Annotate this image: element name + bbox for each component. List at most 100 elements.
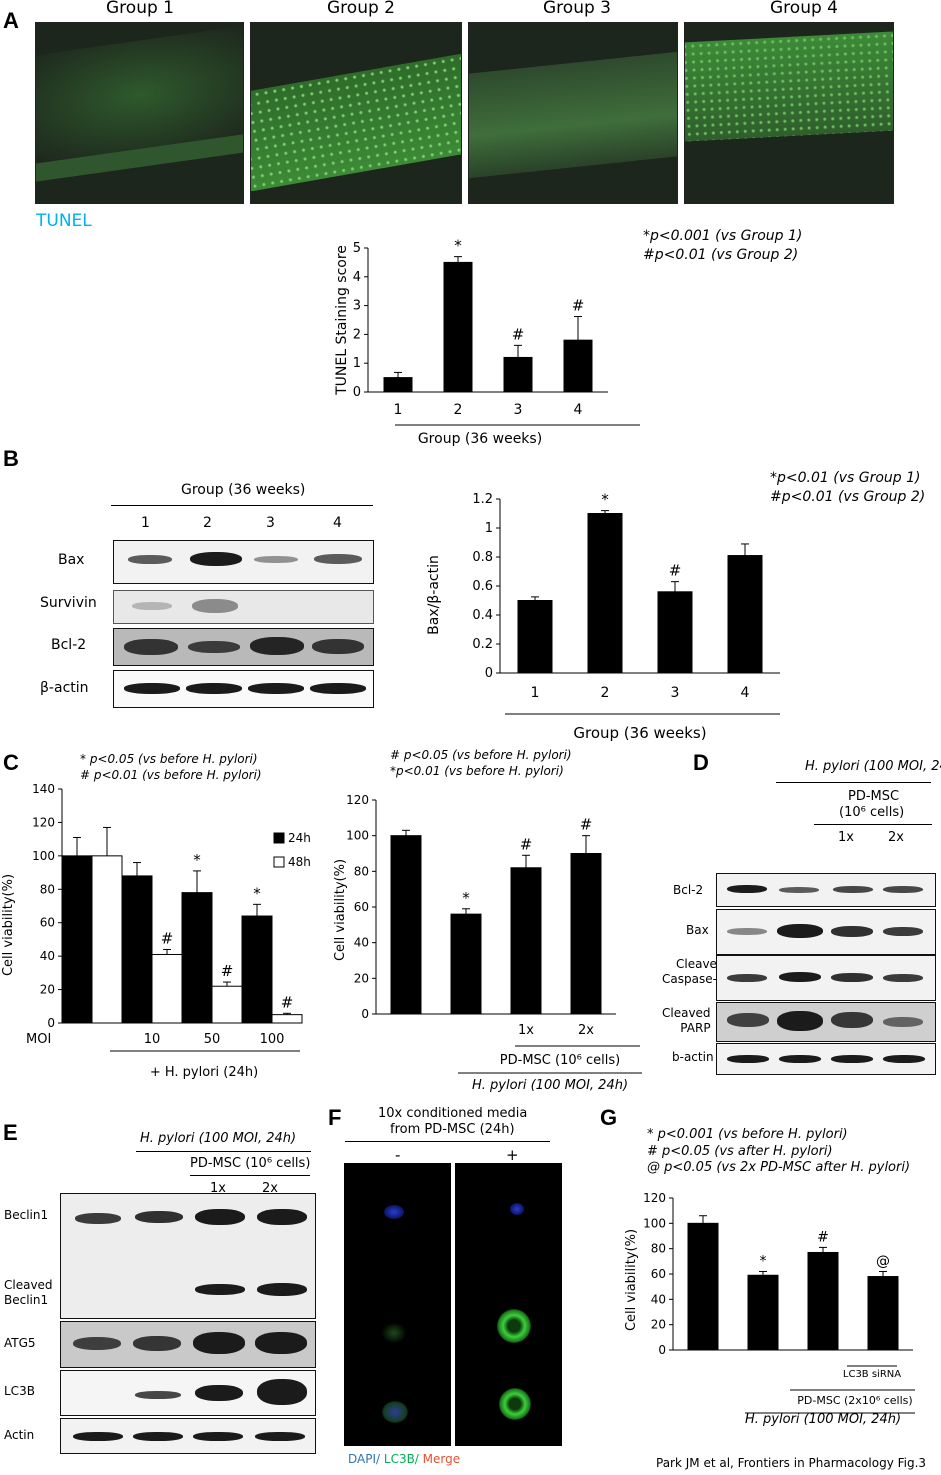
bar: [241, 915, 273, 1024]
legend-swatch: [273, 856, 285, 868]
panel-c-sig-4: *p<0.01 (vs before H. pylori): [390, 764, 564, 778]
y-tick-label: 60: [651, 1267, 666, 1281]
panel-b-lane-1: 1: [141, 515, 150, 531]
significance-mark: *: [253, 884, 261, 902]
y-tick-label: 80: [651, 1242, 666, 1256]
panel-b-title-line: [111, 505, 373, 506]
panel-d-pdmsc-line: [814, 824, 932, 825]
panel-b-row-bactin: β-actin: [40, 680, 89, 696]
chart-a-ylabel: TUNEL Staining score: [334, 245, 350, 396]
y-tick-label: 100: [643, 1216, 666, 1230]
y-tick-label: 80: [40, 882, 55, 896]
figure-credit: Park JM et al, Frontiers in Pharmacology…: [656, 1456, 927, 1470]
bar: [383, 377, 413, 393]
panel-f-minus: -: [395, 1146, 401, 1164]
moi-label: MOI: [26, 1032, 51, 1047]
bar: [91, 855, 123, 1024]
fluorescence-image-control: [344, 1163, 451, 1446]
y-tick-label: 20: [40, 983, 55, 997]
x-tick-label: 1: [531, 685, 540, 701]
y-tick-label: 20: [354, 971, 369, 985]
panel-g-sig-2: # p<0.05 (vs after H. pylori): [647, 1144, 833, 1159]
blot-d-bax: [716, 909, 936, 955]
panel-label-e: E: [3, 1120, 18, 1145]
panel-f-title-2: from PD-MSC (24h): [390, 1122, 515, 1137]
chart-g-ylabel: Cell viability(%): [624, 1229, 639, 1331]
panel-d-dose-2: 2x: [888, 830, 904, 845]
tunel-image-group-3: [468, 22, 678, 204]
chart-c1-ylabel: Cell viability(%): [1, 874, 16, 976]
panel-c-sig-3: # p<0.05 (vs before H. pylori): [390, 748, 572, 762]
legend-label: 48h: [288, 855, 311, 869]
chart-a: TUNEL Staining score 0 1 2 3 4 5 * # #1 2 3 4 Group…: [334, 237, 640, 447]
x-tick-label: 3: [671, 685, 680, 701]
significance-mark: *: [760, 1253, 767, 1269]
legend-label: 24h: [288, 831, 311, 845]
y-tick-label: 5: [353, 241, 361, 256]
panel-e-row-lc3b: LC3B: [4, 1384, 35, 1398]
bar: [657, 591, 693, 674]
y-tick-label: 0.4: [472, 608, 493, 623]
panel-label-a: A: [3, 8, 19, 33]
panel-c-sig-2: # p<0.01 (vs before H. pylori): [80, 768, 262, 782]
chart-g: Cell viability(%) 0 20 40 60 80 100 120 * # @ LC3…: [624, 1191, 915, 1427]
panel-g-sig-1: * p<0.001 (vs before H. pylori): [647, 1127, 848, 1142]
blot-e-beclin1: [60, 1193, 316, 1319]
panel-d-row-bactin: b-actin: [672, 1050, 714, 1064]
panel-e-row-beclin1: Beclin1: [4, 1208, 49, 1222]
tunel-image-group-4: [684, 22, 894, 204]
blot-d-bcl2: [716, 873, 936, 907]
y-tick-label: 0: [361, 1007, 369, 1021]
panel-d-hp-label: H. pylori (100 MOI, 24h): [805, 759, 941, 774]
panel-d-row-bcl2: Bcl-2: [673, 883, 704, 897]
panel-b-lane-3: 3: [266, 515, 275, 531]
group-title-1: Group 1: [106, 0, 174, 18]
bar: [747, 1274, 779, 1351]
significance-mark: #: [512, 325, 525, 343]
blot-b-bax: [113, 540, 374, 584]
significance-mark: #: [572, 297, 585, 315]
group-title-3: Group 3: [543, 0, 611, 18]
significance-mark: #: [817, 1229, 829, 1245]
tunel-stain-label: TUNEL: [36, 211, 92, 231]
panel-c-hp100-label: H. pylori (100 MOI, 24h): [472, 1078, 628, 1093]
bar: [151, 953, 183, 1024]
blot-d-parp: [716, 1002, 936, 1042]
y-tick-label: 80: [354, 864, 369, 878]
chart-c2: Cell viability(%) 0 20 40 60 80 100 120 * # #1x 2x…: [333, 793, 642, 1093]
bar: [443, 261, 473, 393]
y-tick-label: 3: [353, 299, 361, 314]
bar: [271, 1014, 303, 1024]
significance-mark: #: [281, 993, 294, 1011]
blot-e-atg5: [60, 1321, 316, 1368]
bar: [517, 600, 553, 674]
significance-mark: #: [161, 929, 174, 947]
y-tick-label: 0: [353, 385, 361, 400]
panel-a-sig-2: #p<0.01 (vs Group 2): [643, 247, 799, 263]
chart-b-ylabel: Bax/β-actin: [426, 555, 442, 635]
y-tick-label: 40: [40, 949, 55, 963]
y-tick-label: 120: [32, 815, 55, 829]
panel-e-dose-2: 2x: [262, 1181, 278, 1196]
x-tick-label: 4: [741, 685, 750, 701]
significance-mark: #: [669, 562, 682, 580]
panel-e-dose-1: 1x: [210, 1181, 226, 1196]
y-tick-label: 2: [353, 327, 361, 342]
y-tick-label: 120: [643, 1191, 666, 1205]
bar: [867, 1276, 899, 1351]
legend-merge: Merge: [418, 1452, 461, 1466]
blot-b-bcl2: [113, 628, 374, 666]
blot-b-bactin: [113, 670, 374, 708]
y-tick-label: 60: [354, 900, 369, 914]
x-tick-label: 50: [204, 1032, 221, 1047]
panel-d-dose-1: 1x: [838, 830, 854, 845]
panel-d-row-bax: Bax: [686, 923, 709, 937]
panel-d-pdmsc-label-1: PD-MSC: [848, 789, 900, 804]
panel-e-row-atg5: ATG5: [4, 1336, 36, 1350]
panel-c-pdmsc-label: PD-MSC (10⁶ cells): [500, 1053, 620, 1068]
significance-mark: #: [580, 816, 593, 834]
significance-mark: #: [221, 962, 234, 980]
bar: [450, 913, 482, 1015]
bar: [510, 867, 542, 1015]
bar: [727, 555, 763, 674]
